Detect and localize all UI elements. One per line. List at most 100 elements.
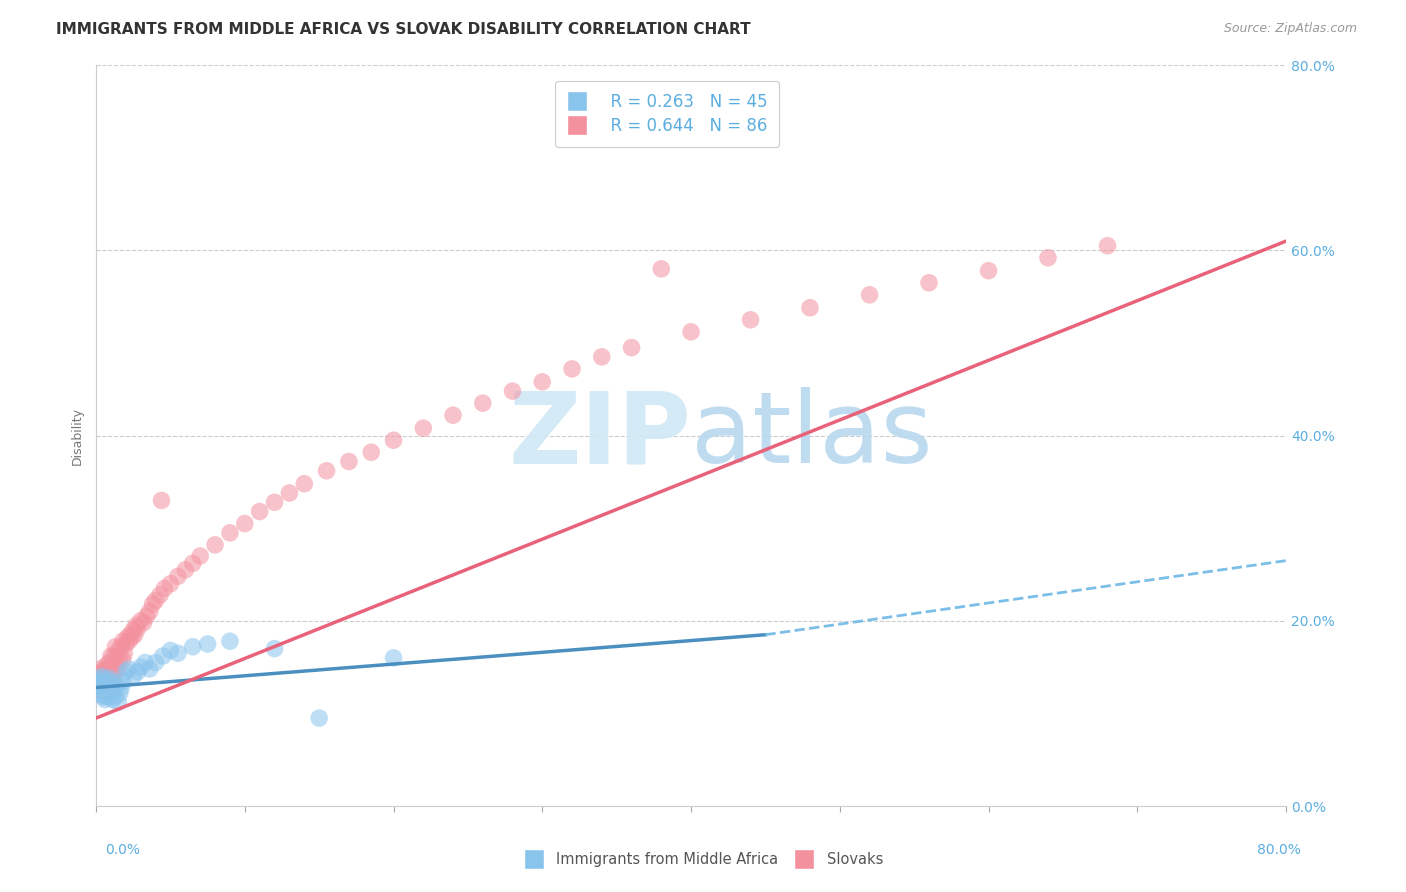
Point — [105, 656, 128, 670]
Point — [129, 660, 152, 674]
Point — [120, 628, 142, 642]
Point — [166, 646, 188, 660]
Point — [118, 634, 141, 648]
Y-axis label: Disability: Disability — [72, 407, 84, 465]
Point — [98, 671, 121, 685]
Point — [858, 287, 880, 301]
Point — [98, 683, 121, 698]
Point — [441, 408, 464, 422]
Point — [89, 683, 111, 698]
Point — [91, 688, 114, 702]
Point — [650, 261, 672, 276]
Point — [278, 486, 301, 500]
Point — [100, 673, 122, 688]
Point — [96, 658, 118, 673]
Point — [103, 671, 125, 685]
Point — [94, 692, 117, 706]
Point — [145, 593, 167, 607]
Point — [977, 263, 1000, 277]
Point — [107, 695, 129, 709]
Point — [135, 609, 157, 624]
Point — [127, 621, 149, 635]
Point — [101, 677, 124, 691]
Point — [101, 692, 124, 706]
Point — [86, 677, 108, 691]
Point — [97, 690, 120, 704]
Point — [249, 504, 271, 518]
Point — [91, 665, 114, 679]
Point — [91, 669, 114, 683]
Point — [108, 651, 131, 665]
Point — [204, 538, 226, 552]
Point — [292, 476, 315, 491]
Point — [114, 637, 136, 651]
Point — [93, 690, 115, 704]
Point — [740, 313, 762, 327]
Point — [94, 665, 117, 679]
Point — [86, 671, 108, 685]
Point — [87, 667, 110, 681]
Point — [799, 301, 821, 315]
Point — [97, 679, 120, 693]
Point — [121, 631, 143, 645]
Point — [108, 686, 131, 700]
Text: ZIP: ZIP — [508, 387, 690, 484]
Point — [110, 640, 132, 654]
Point — [315, 464, 337, 478]
Point — [138, 605, 160, 619]
Point — [1097, 238, 1119, 252]
Point — [360, 445, 382, 459]
Point — [86, 681, 108, 695]
Point — [105, 679, 128, 693]
Point — [181, 640, 204, 654]
Point — [134, 656, 156, 670]
Text: 80.0%: 80.0% — [1257, 843, 1301, 857]
Point — [100, 688, 122, 702]
Point — [197, 637, 219, 651]
Point — [159, 576, 181, 591]
Point — [98, 656, 121, 670]
Point — [153, 582, 176, 596]
Point — [96, 673, 118, 688]
Point — [96, 686, 118, 700]
Point — [591, 350, 613, 364]
Point — [114, 665, 136, 679]
Point — [219, 634, 242, 648]
Point — [118, 662, 141, 676]
Point — [87, 673, 110, 688]
Point — [174, 563, 197, 577]
Point — [89, 673, 111, 688]
Point — [1036, 251, 1059, 265]
Text: 0.0%: 0.0% — [105, 843, 141, 857]
Point — [679, 325, 702, 339]
Legend: Immigrants from Middle Africa, Slovaks: Immigrants from Middle Africa, Slovaks — [516, 845, 890, 874]
Point — [918, 276, 941, 290]
Point — [142, 597, 165, 611]
Point — [337, 454, 360, 468]
Point — [103, 648, 125, 663]
Point — [150, 493, 173, 508]
Point — [125, 618, 148, 632]
Point — [122, 669, 145, 683]
Point — [149, 588, 172, 602]
Point — [96, 677, 118, 691]
Point — [111, 653, 134, 667]
Point — [122, 623, 145, 637]
Point — [111, 673, 134, 688]
Point — [103, 683, 125, 698]
Point — [107, 643, 129, 657]
Point — [94, 681, 117, 695]
Point — [100, 648, 122, 663]
Point — [219, 525, 242, 540]
Point — [159, 643, 181, 657]
Point — [263, 495, 285, 509]
Point — [93, 686, 115, 700]
Point — [89, 671, 111, 685]
Point — [101, 662, 124, 676]
Legend:   R = 0.263   N = 45,   R = 0.644   N = 86: R = 0.263 N = 45, R = 0.644 N = 86 — [555, 81, 779, 147]
Point — [98, 673, 121, 688]
Point — [104, 690, 127, 704]
Point — [93, 671, 115, 685]
Point — [412, 421, 434, 435]
Point — [97, 662, 120, 676]
